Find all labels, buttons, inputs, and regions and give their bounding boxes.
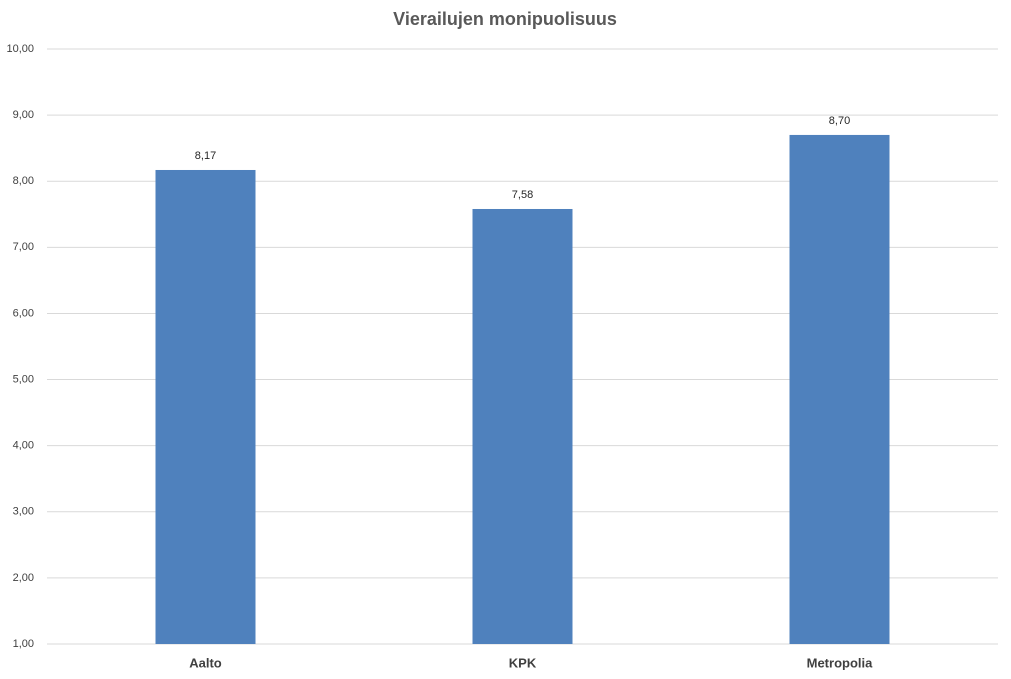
y-tick-label: 6,00 — [13, 307, 34, 319]
y-tick-label: 10,00 — [6, 43, 34, 55]
x-tick-label: Aalto — [189, 655, 222, 670]
x-tick-label: KPK — [509, 655, 537, 670]
y-tick-label: 1,00 — [13, 638, 34, 650]
chart-title: Vierailujen monipuolisuus — [393, 9, 617, 29]
y-tick-label: 5,00 — [13, 373, 34, 385]
value-label: 7,58 — [512, 189, 533, 201]
x-tick-label: Metropolia — [807, 655, 873, 670]
y-tick-label: 8,00 — [13, 175, 34, 187]
bar — [155, 169, 256, 644]
y-tick-label: 4,00 — [13, 440, 34, 452]
bar — [472, 208, 573, 644]
y-tick-label: 2,00 — [13, 572, 34, 584]
bar — [789, 134, 890, 644]
value-label: 8,17 — [195, 150, 216, 162]
value-label: 8,70 — [829, 115, 850, 127]
y-tick-label: 9,00 — [13, 109, 34, 121]
y-tick-label: 3,00 — [13, 506, 34, 518]
y-tick-label: 7,00 — [13, 241, 34, 253]
